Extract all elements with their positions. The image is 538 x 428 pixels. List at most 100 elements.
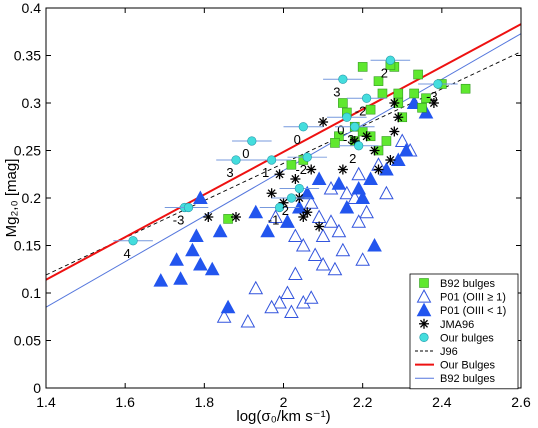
legend-entry: J96 xyxy=(415,346,458,358)
data-point-square xyxy=(377,88,388,99)
legend: B92 bulges P01 (OIII ≥ 1)P01 (OIII < 1) JM… xyxy=(409,273,519,390)
point-label: -1 xyxy=(268,213,280,228)
data-point-star xyxy=(302,207,313,218)
star-stroke xyxy=(303,208,312,217)
data-point-open-triangle xyxy=(323,214,339,228)
y-tick-label: 0.4 xyxy=(22,0,42,16)
y-tick-label: 0.15 xyxy=(14,238,41,254)
data-point-square xyxy=(357,62,368,72)
data-point-open-triangle xyxy=(264,299,279,314)
star-stroke xyxy=(319,118,328,126)
data-point-open-triangle xyxy=(303,195,319,209)
data-point-circle xyxy=(385,55,395,65)
y-tick-label: 0 xyxy=(33,380,41,396)
point-label: 4 xyxy=(123,246,130,261)
axes: 1.4 1.6 1.8 2 2.2 2.4 2.6 0 0.05 0.1 0.15 0.2 0.25 0.… xyxy=(3,0,531,425)
point-label: -3 xyxy=(343,132,355,147)
data-point-star xyxy=(389,126,400,137)
x-tick-label: 2.6 xyxy=(511,394,531,410)
series-filled-triangle xyxy=(153,95,434,314)
point-label: 0 xyxy=(242,146,249,161)
data-point-open-triangle xyxy=(288,228,303,243)
star-stroke xyxy=(390,127,399,136)
legend-label: B92 bulges xyxy=(440,278,496,290)
data-point-square xyxy=(460,83,471,94)
data-point-open-triangle xyxy=(331,223,347,238)
legend-label: P01 (OIII ≥ 1) xyxy=(440,292,506,304)
data-point-filled-triangle xyxy=(367,237,382,252)
data-point-star xyxy=(385,155,396,165)
fit-line-b92-bulges xyxy=(46,33,521,308)
data-point-filled-triangle xyxy=(355,190,371,205)
legend-box xyxy=(409,273,519,390)
y-axis-title: Mg₂,₀ [mag] xyxy=(3,159,20,238)
data-point-filled-triangle xyxy=(299,185,315,200)
y-tick-label: 0.05 xyxy=(14,333,41,349)
star-stroke xyxy=(350,137,359,145)
data-point-open-triangle xyxy=(248,280,264,295)
data-point-filled-triangle xyxy=(204,261,220,276)
data-point-star xyxy=(318,117,329,127)
data-point-star xyxy=(266,188,277,199)
x-tick-label: 1.4 xyxy=(36,394,56,410)
data-point-open-triangle xyxy=(359,204,374,219)
data-point-filled-triangle xyxy=(189,228,204,243)
data-point-open-triangle xyxy=(216,309,232,323)
legend-label: JMA96 xyxy=(440,319,474,331)
star-stroke xyxy=(307,165,316,174)
data-point-open-triangle xyxy=(295,237,311,252)
legend-entry: P01 (OIII < 1) xyxy=(416,302,506,317)
legend-entry: P01 (OIII ≥ 1) xyxy=(416,289,506,304)
data-point-star xyxy=(314,221,325,232)
data-point-filled-triangle xyxy=(220,299,236,314)
series-star xyxy=(203,98,439,232)
point-label: -3 xyxy=(173,213,185,228)
data-point-open-triangle xyxy=(315,256,331,271)
data-point-square xyxy=(413,69,423,80)
legend-swatch-circle xyxy=(419,332,429,343)
data-point-open-triangle xyxy=(303,290,319,304)
y-tick-label: 0.25 xyxy=(14,143,41,159)
data-point-circle xyxy=(342,112,352,122)
legend-swatch-star xyxy=(419,318,429,329)
data-point-circle xyxy=(338,74,348,84)
x-tick-label: 1.6 xyxy=(115,394,135,410)
star-stroke xyxy=(390,99,399,107)
data-point-open-triangle xyxy=(268,209,283,224)
data-point-star xyxy=(290,174,301,184)
star-stroke xyxy=(420,319,428,328)
legend-entry: JMA96 xyxy=(419,318,474,331)
data-point-open-triangle xyxy=(351,166,367,181)
data-point-square xyxy=(223,214,233,224)
legend-swatch-filled-triangle xyxy=(416,302,432,317)
legend-entry: B92 bulges xyxy=(419,278,496,290)
data-point-square xyxy=(365,104,376,115)
data-point-star xyxy=(203,212,214,222)
data-point-star xyxy=(306,164,317,175)
data-point-square xyxy=(409,88,419,99)
star-stroke xyxy=(232,213,240,221)
data-point-square xyxy=(421,93,431,104)
data-point-circle xyxy=(350,122,360,132)
data-point-open-triangle xyxy=(394,133,410,148)
star-stroke xyxy=(386,156,395,164)
point-label: 3 xyxy=(333,84,340,99)
legend-label: P01 (OIII < 1) xyxy=(440,305,506,317)
data-point-star xyxy=(393,112,404,123)
data-point-square xyxy=(373,76,384,86)
data-point-star xyxy=(231,212,241,222)
data-point-star xyxy=(389,98,400,108)
data-point-open-triangle xyxy=(272,294,287,309)
data-point-open-triangle xyxy=(311,209,327,224)
legend-label: J96 xyxy=(440,346,458,358)
x-tick-label: 1.8 xyxy=(195,394,215,410)
data-point-filled-triangle xyxy=(398,142,414,157)
data-point-filled-triangle xyxy=(331,176,347,190)
star-stroke xyxy=(429,99,438,107)
data-point-square xyxy=(338,98,348,108)
legend-label: Our bulges xyxy=(440,332,494,344)
data-point-circle xyxy=(302,152,312,162)
data-point-filled-triangle xyxy=(153,273,169,287)
legend-label: B92 bulges xyxy=(440,373,496,385)
